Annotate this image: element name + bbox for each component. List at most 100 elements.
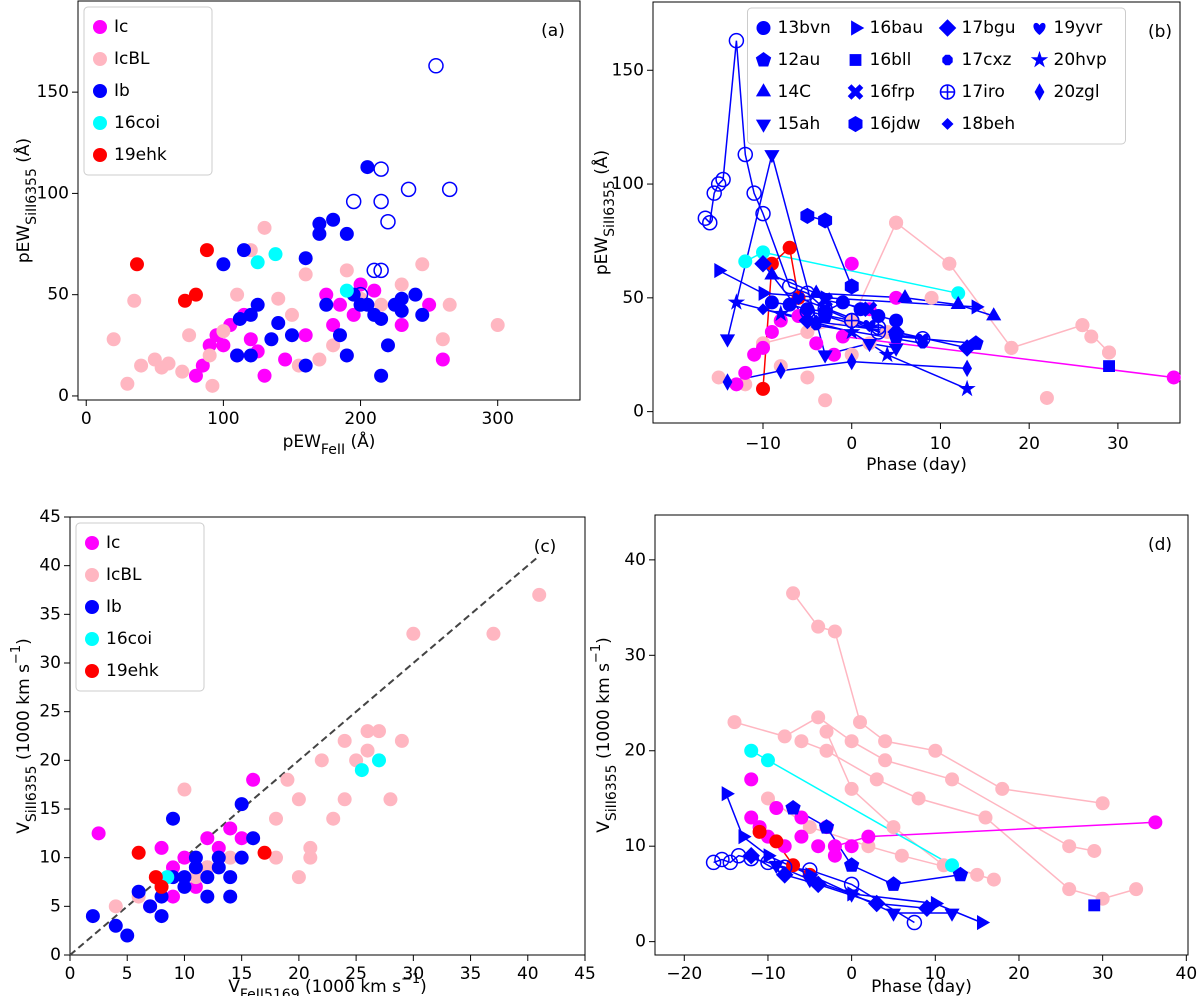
data-point — [817, 292, 833, 308]
data-point — [280, 772, 295, 787]
legend-label: 16bau — [870, 18, 924, 38]
data-point — [243, 348, 258, 363]
data-point — [154, 909, 169, 924]
x-tick-label: 45 — [574, 964, 596, 984]
data-point — [372, 724, 386, 739]
data-point — [827, 839, 842, 854]
data-point — [346, 307, 361, 322]
label-part: FeII — [321, 442, 345, 458]
data-point — [291, 870, 306, 885]
y-tick-label: 50 — [47, 285, 69, 305]
data-point — [772, 304, 790, 322]
data-point — [799, 303, 816, 320]
data-point — [367, 283, 382, 298]
data-point — [188, 850, 203, 865]
data-point — [844, 839, 859, 854]
data-point — [894, 848, 909, 863]
series-line — [801, 740, 1137, 900]
legend-marker — [1033, 22, 1046, 35]
label-part: Phase (day) — [866, 455, 967, 475]
y-tick-label: 0 — [50, 945, 61, 965]
data-point — [781, 278, 798, 295]
data-point — [85, 909, 100, 924]
data-point — [722, 373, 733, 391]
data-point — [861, 301, 878, 317]
data-point — [319, 287, 334, 302]
legend-marker — [1034, 83, 1045, 101]
data-point — [257, 845, 272, 860]
data-point — [312, 352, 327, 367]
data-point — [970, 867, 985, 882]
data-point — [1087, 843, 1102, 858]
data-point — [752, 824, 767, 839]
y-axis-label: pEWSiII6355 (Å) — [12, 138, 40, 263]
data-point — [211, 840, 226, 855]
legend-marker — [939, 84, 956, 100]
x-axis-label: VFeII5169 (1000 km s−1) — [228, 972, 427, 996]
data-point — [108, 918, 123, 933]
legend-marker — [93, 116, 107, 130]
data-point — [223, 889, 238, 904]
x-tick-label: 30 — [1092, 964, 1114, 984]
data-point — [303, 840, 318, 855]
data-point — [243, 332, 258, 347]
data-point — [264, 332, 279, 347]
data-point — [952, 866, 969, 882]
legend-label: 20zgl — [1054, 82, 1100, 102]
data-point — [1088, 899, 1101, 912]
data-point — [106, 332, 121, 347]
legend-label: 19ehk — [114, 145, 167, 165]
data-point — [400, 181, 417, 198]
legend-marker — [1030, 50, 1049, 68]
data-point — [188, 860, 203, 875]
data-point — [754, 255, 772, 273]
x-tick-label: 10 — [930, 434, 952, 454]
label-part: SiII6355 — [604, 764, 620, 821]
data-point — [746, 185, 762, 201]
data-point — [764, 150, 780, 164]
x-tick-label: −10 — [745, 434, 781, 454]
data-point — [950, 295, 966, 309]
legend-marker — [755, 83, 772, 97]
data-point — [916, 333, 929, 346]
y-tick-label: 40 — [624, 550, 646, 570]
data-point — [394, 303, 409, 318]
label-part: −1 — [9, 645, 24, 664]
data-point — [843, 322, 861, 340]
y-tick-label: 0 — [635, 932, 646, 952]
legend-marker — [941, 118, 954, 130]
data-point — [230, 348, 245, 363]
legend-label: 19yvr — [1054, 18, 1103, 38]
y-axis-label: pEWSiII6355 (Å) — [590, 150, 618, 275]
data-point — [744, 772, 759, 787]
label-part: V — [228, 977, 240, 996]
data-point — [298, 328, 313, 343]
legend-label: 17bgu — [962, 18, 1016, 38]
data-point — [897, 289, 913, 303]
data-point — [738, 365, 753, 380]
data-point — [435, 332, 450, 347]
data-point — [995, 781, 1010, 796]
data-point — [532, 587, 547, 602]
data-point — [958, 379, 976, 397]
y-tick-label: 10 — [624, 836, 646, 856]
data-point — [373, 193, 389, 210]
data-point — [394, 277, 409, 292]
legend-marker — [85, 632, 99, 646]
data-point — [354, 763, 369, 778]
data-point — [246, 772, 261, 787]
data-point — [1095, 796, 1110, 811]
data-point — [200, 870, 215, 885]
data-point — [154, 879, 169, 894]
data-point — [373, 262, 389, 279]
y-tick-label: 35 — [39, 604, 61, 624]
data-point — [744, 743, 759, 758]
data-point — [284, 328, 299, 343]
y-tick-label: 150 — [612, 60, 644, 80]
data-point — [878, 734, 893, 749]
data-point — [944, 908, 960, 922]
x-tick-label: 0 — [81, 409, 92, 429]
data-point — [756, 245, 771, 260]
legend-marker — [85, 536, 99, 550]
